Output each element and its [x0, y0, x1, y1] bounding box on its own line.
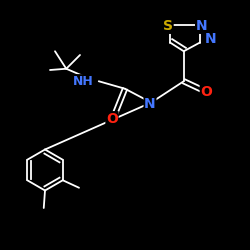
Text: N: N	[205, 32, 216, 46]
Text: N: N	[144, 97, 156, 111]
Text: S: S	[163, 19, 173, 33]
Text: O: O	[200, 86, 212, 100]
Text: O: O	[106, 112, 118, 126]
Text: NH: NH	[73, 75, 94, 88]
Text: N: N	[196, 19, 207, 33]
